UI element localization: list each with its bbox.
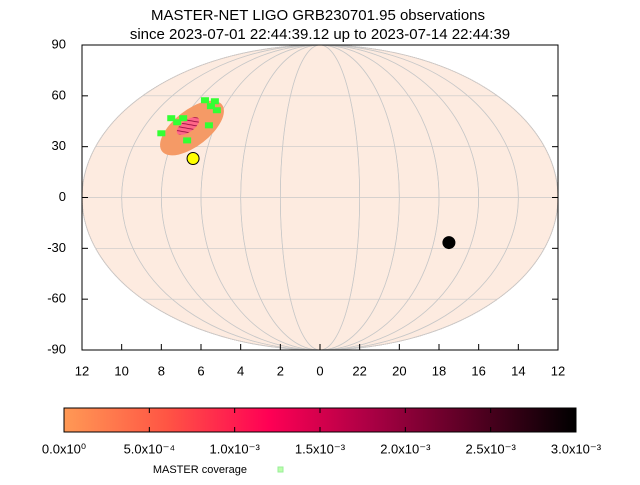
probability-core [176, 117, 200, 135]
y-tick-label: 60 [52, 87, 66, 102]
coverage-field [179, 115, 188, 122]
x-tick-label: 4 [237, 363, 244, 378]
y-tick-label: 0 [59, 189, 66, 204]
x-tick-label: 0 [316, 363, 323, 378]
chart-subtitle: since 2023-07-01 22:44:39.12 up to 2023-… [130, 26, 510, 43]
colorbar-tick-label: 2.5x10⁻³ [466, 441, 517, 456]
y-tick-label: 90 [52, 36, 66, 51]
x-tick-label: 8 [158, 363, 165, 378]
y-tick-label: -90 [47, 341, 66, 356]
coverage-field [204, 122, 213, 129]
colorbar-tick-label: 1.0x10⁻³ [210, 441, 261, 456]
y-tick-label: -60 [47, 291, 66, 306]
x-tick-label: 20 [392, 363, 406, 378]
x-tick-label: 16 [471, 363, 485, 378]
legend-marker [277, 466, 284, 473]
coverage-field [206, 103, 215, 110]
colorbar-tick-label: 5.0x10⁻⁴ [124, 441, 175, 456]
x-tick-label: 6 [197, 363, 204, 378]
coverage-field [167, 115, 176, 122]
coverage-field [212, 107, 221, 114]
x-tick-label: 22 [352, 363, 366, 378]
colorbar-tick-label: 1.5x10⁻³ [295, 441, 346, 456]
y-tick-label: 30 [52, 138, 66, 153]
coverage-field [157, 130, 166, 137]
x-tick-label: 2 [277, 363, 284, 378]
colorbar-tick-label: 2.0x10⁻³ [380, 441, 431, 456]
coverage-field [183, 137, 192, 144]
x-tick-label: 14 [511, 363, 525, 378]
body-marker [442, 236, 456, 250]
colorbar-tick-label: 3.0x10⁻³ [551, 441, 602, 456]
colorbar-tick-label: 0.0x10⁰ [42, 441, 86, 456]
body-marker [186, 152, 200, 166]
coverage-field [200, 97, 209, 104]
chart-title: MASTER-NET LIGO GRB230701.95 observation… [151, 7, 485, 24]
y-tick-label: -30 [47, 240, 66, 255]
x-tick-label: 18 [432, 363, 446, 378]
coverage-field [173, 119, 182, 126]
x-tick-label: 10 [114, 363, 128, 378]
x-tick-label: 12 [75, 363, 89, 378]
legend-label: MASTER coverage [153, 464, 247, 476]
coverage-field [210, 98, 219, 105]
x-tick-label: 12 [551, 363, 565, 378]
